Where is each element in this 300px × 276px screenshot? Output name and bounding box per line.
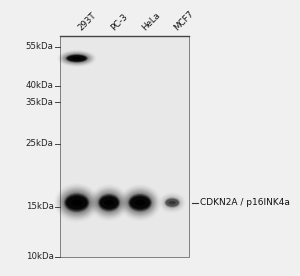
Ellipse shape: [97, 193, 121, 213]
Ellipse shape: [67, 55, 87, 62]
Ellipse shape: [59, 188, 94, 217]
Ellipse shape: [124, 190, 155, 215]
Ellipse shape: [61, 52, 92, 65]
Ellipse shape: [130, 196, 150, 209]
Ellipse shape: [123, 189, 157, 216]
Ellipse shape: [64, 193, 90, 213]
Ellipse shape: [67, 55, 86, 62]
Text: MCF7: MCF7: [172, 9, 196, 33]
Text: 10kDa: 10kDa: [26, 252, 53, 261]
Ellipse shape: [129, 195, 151, 210]
Text: 25kDa: 25kDa: [26, 139, 53, 148]
Text: PC-3: PC-3: [109, 12, 129, 33]
Ellipse shape: [68, 55, 86, 61]
Ellipse shape: [122, 188, 158, 217]
Ellipse shape: [96, 192, 122, 214]
Ellipse shape: [99, 195, 119, 210]
Text: 35kDa: 35kDa: [26, 98, 53, 107]
Ellipse shape: [58, 187, 96, 219]
Ellipse shape: [166, 199, 179, 206]
Ellipse shape: [65, 195, 88, 211]
Ellipse shape: [66, 54, 88, 62]
Ellipse shape: [100, 196, 118, 209]
Ellipse shape: [66, 55, 87, 62]
Ellipse shape: [60, 51, 93, 65]
Ellipse shape: [98, 193, 120, 212]
Ellipse shape: [63, 192, 91, 213]
Ellipse shape: [67, 196, 87, 209]
Ellipse shape: [166, 198, 179, 207]
Ellipse shape: [165, 198, 179, 207]
Ellipse shape: [64, 54, 89, 63]
Bar: [60, 36, 189, 257]
Ellipse shape: [129, 195, 151, 210]
Ellipse shape: [128, 194, 152, 211]
Ellipse shape: [64, 193, 90, 212]
Ellipse shape: [129, 195, 151, 211]
Ellipse shape: [67, 55, 87, 62]
Text: 55kDa: 55kDa: [26, 42, 53, 51]
Ellipse shape: [99, 195, 119, 210]
Ellipse shape: [60, 189, 93, 216]
Ellipse shape: [169, 201, 176, 204]
Ellipse shape: [65, 54, 88, 63]
Ellipse shape: [135, 200, 145, 205]
Ellipse shape: [94, 190, 124, 215]
Text: 40kDa: 40kDa: [26, 81, 53, 90]
Text: 15kDa: 15kDa: [26, 202, 53, 211]
Ellipse shape: [66, 54, 88, 62]
Text: HeLa: HeLa: [140, 11, 162, 33]
Ellipse shape: [63, 53, 90, 63]
Ellipse shape: [66, 195, 88, 210]
Ellipse shape: [92, 188, 126, 217]
Ellipse shape: [62, 52, 91, 64]
Text: CDKN2A / p16INK4a: CDKN2A / p16INK4a: [200, 198, 290, 207]
Text: 293T: 293T: [77, 11, 98, 33]
Ellipse shape: [72, 57, 82, 60]
Ellipse shape: [100, 197, 118, 209]
Ellipse shape: [94, 189, 124, 216]
Ellipse shape: [127, 193, 153, 213]
Ellipse shape: [126, 192, 154, 214]
Ellipse shape: [65, 194, 88, 211]
Ellipse shape: [61, 191, 92, 215]
Ellipse shape: [128, 194, 152, 211]
Ellipse shape: [104, 200, 114, 205]
Ellipse shape: [128, 193, 152, 212]
Ellipse shape: [164, 197, 180, 208]
Ellipse shape: [65, 195, 88, 211]
Ellipse shape: [165, 198, 180, 208]
Ellipse shape: [64, 193, 89, 212]
Ellipse shape: [71, 200, 82, 206]
Ellipse shape: [98, 194, 120, 211]
Ellipse shape: [99, 195, 119, 211]
Ellipse shape: [98, 194, 120, 211]
Ellipse shape: [130, 197, 150, 209]
